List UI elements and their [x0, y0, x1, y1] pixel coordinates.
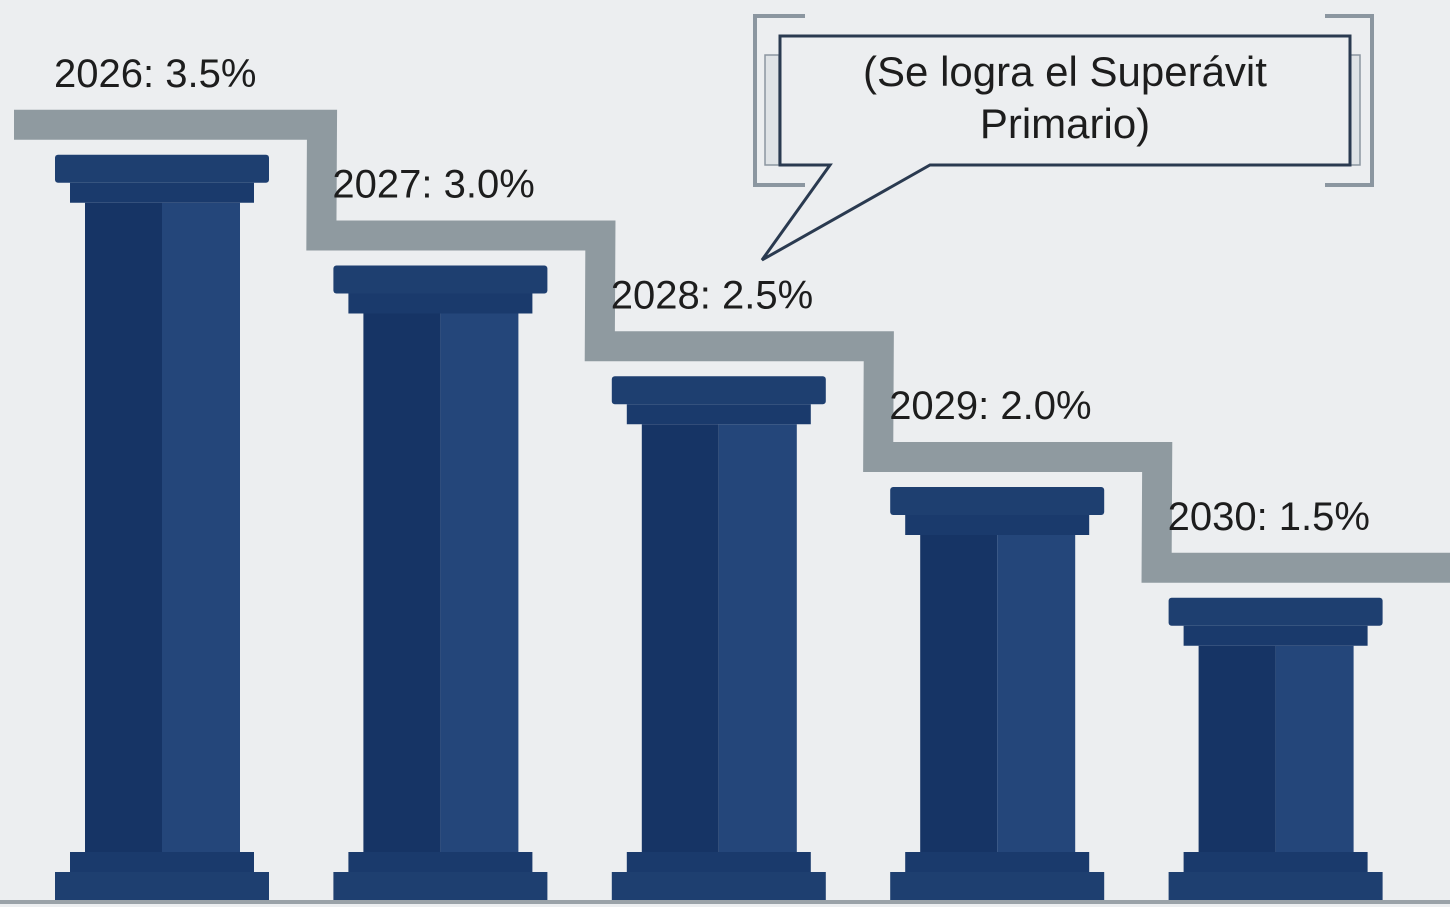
- column-base: [348, 852, 533, 872]
- column-capital: [890, 487, 1105, 515]
- annotation: (Se logra el Superávit Primario): [863, 48, 1267, 147]
- column-capital: [348, 293, 533, 314]
- column-capital: [333, 265, 548, 294]
- column-shaft: [440, 313, 519, 852]
- column-base: [611, 872, 826, 900]
- column-base: [905, 852, 1090, 872]
- column-capital: [70, 182, 254, 203]
- column-base: [1183, 852, 1368, 872]
- value-label: 2026: 3.5%: [54, 52, 256, 96]
- column: [611, 376, 826, 900]
- column-base: [626, 852, 811, 872]
- column-capital: [55, 154, 269, 183]
- column: [333, 265, 548, 900]
- value-label: 2030: 1.5%: [1168, 495, 1370, 539]
- column-shaft: [718, 424, 797, 852]
- value-label: 2027: 3.0%: [332, 163, 534, 207]
- step-line: [14, 109, 1450, 583]
- column-capital: [905, 515, 1090, 535]
- column-shaft: [162, 202, 240, 852]
- column: [890, 487, 1105, 900]
- column: [1168, 597, 1383, 900]
- value-label: 2028: 2.5%: [611, 273, 813, 317]
- column-shaft: [920, 535, 998, 852]
- column-shaft: [1198, 645, 1276, 852]
- column: [55, 154, 269, 900]
- column-base: [70, 852, 254, 872]
- column-capital: [1183, 625, 1368, 646]
- column-shaft: [997, 535, 1076, 852]
- column-base: [890, 872, 1105, 900]
- column-capital: [611, 376, 826, 405]
- column-base: [333, 872, 548, 900]
- column-capital: [626, 404, 811, 425]
- column-shaft: [363, 313, 441, 852]
- column-shaft: [85, 202, 162, 852]
- column-base: [1168, 872, 1383, 900]
- column-capital: [1168, 597, 1383, 626]
- column-base: [55, 872, 269, 900]
- callout: [753, 14, 1374, 262]
- value-label: 2029: 2.0%: [889, 384, 1091, 428]
- column-shaft: [641, 424, 719, 852]
- column-shaft: [1275, 645, 1354, 852]
